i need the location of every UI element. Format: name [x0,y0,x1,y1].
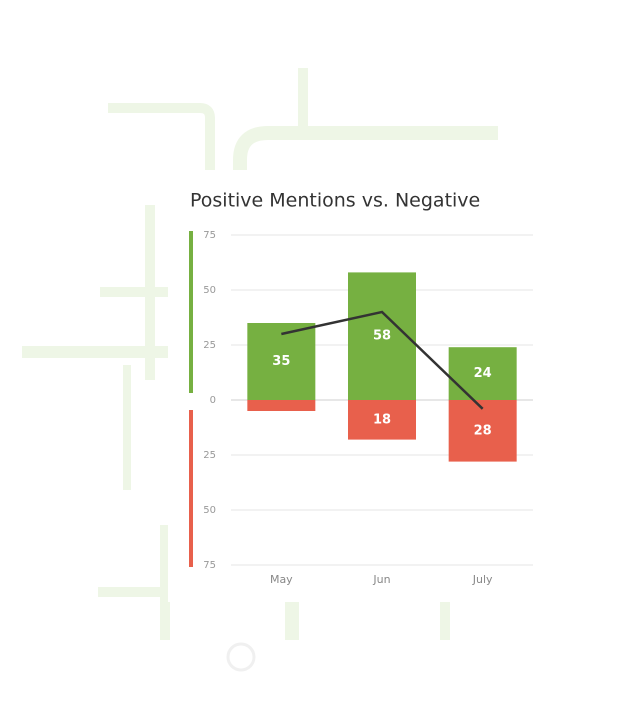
bar [448,400,517,462]
value-label: 35 [272,354,290,369]
bar [348,272,416,400]
y-tick-label: 0 [210,395,216,406]
bar [247,400,316,411]
value-label: 24 [474,366,492,381]
negative-strip [189,410,193,567]
value-label: 28 [474,423,492,438]
bar [448,347,517,400]
value-label: 58 [373,329,391,344]
x-tick-label: Jun [372,573,390,586]
positive-strip [189,231,193,393]
background-decoration [22,68,498,672]
line [281,310,484,410]
y-tick-label: 75 [203,230,216,241]
y-tick-label: 50 [203,285,216,296]
bar [247,323,316,400]
y-tick-label: 25 [203,450,216,461]
bar [348,400,416,440]
x-tick-label: May [270,573,293,586]
value-label: 18 [373,412,391,427]
y-tick-label: 75 [203,560,216,571]
y-tick-label: 50 [203,505,216,516]
y-tick-label: 25 [203,340,216,351]
chart-title: Positive Mentions vs. Negative [190,190,480,212]
x-tick-label: July [472,573,493,586]
